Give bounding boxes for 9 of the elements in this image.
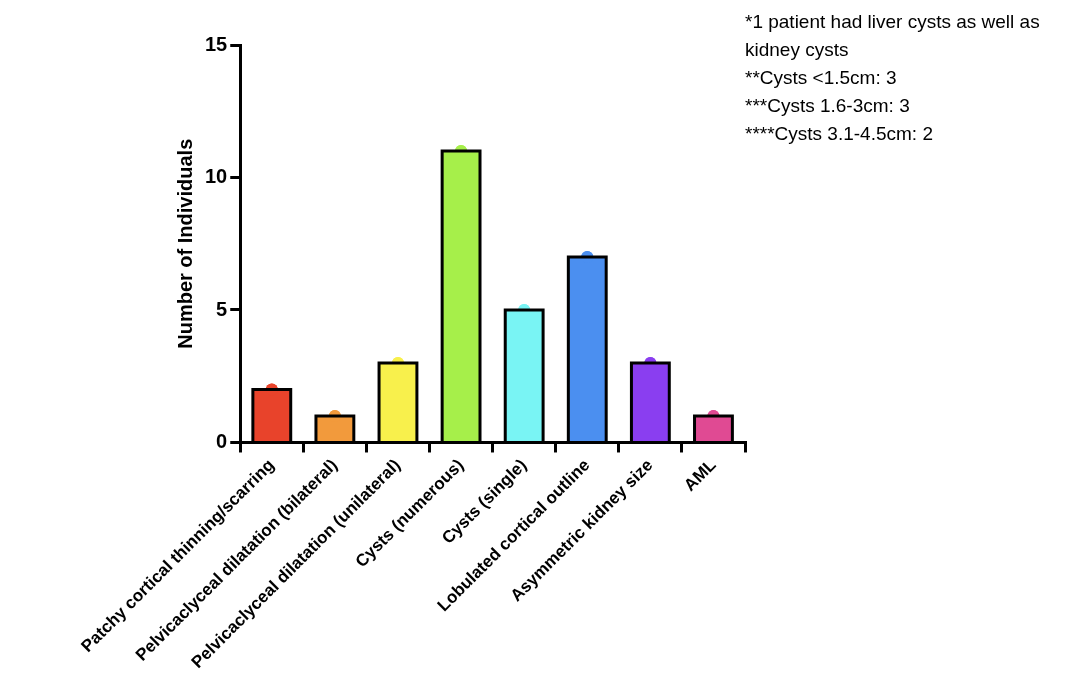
y-axis-title: Number of Individuals [173, 138, 196, 349]
annotation: ***Cysts 1.6-3cm: 3 [745, 94, 911, 118]
y-tick-label: 10 [205, 165, 228, 188]
annotation: *1 patient had liver cysts as well as kidney cysts [745, 10, 1041, 62]
annotation: **Cysts <1.5cm: 3 [745, 66, 898, 90]
y-tick-label: 15 [205, 32, 228, 55]
y-tick-label: 5 [216, 297, 228, 320]
annotation: ****Cysts 3.1-4.5cm: 2 [745, 122, 934, 146]
y-tick-label: 0 [216, 429, 228, 452]
